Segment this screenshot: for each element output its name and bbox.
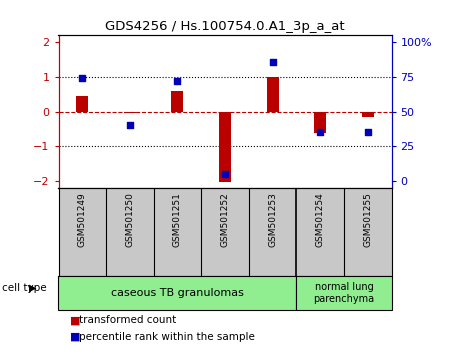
Point: [126, 122, 134, 127]
Bar: [362, 112, 374, 117]
Text: cell type: cell type: [2, 282, 47, 293]
Bar: [266, 77, 279, 112]
Text: ■: ■: [70, 315, 80, 325]
Text: GSM501252: GSM501252: [220, 192, 230, 247]
Text: ■: ■: [70, 332, 80, 342]
Point: [174, 79, 181, 84]
Point: [364, 129, 371, 135]
Text: GSM501253: GSM501253: [268, 192, 277, 247]
Text: normal lung
parenchyma: normal lung parenchyma: [313, 282, 374, 304]
Text: GSM501249: GSM501249: [78, 192, 87, 247]
FancyBboxPatch shape: [58, 276, 297, 310]
Point: [269, 59, 276, 64]
Text: GSM501255: GSM501255: [363, 192, 372, 247]
Text: transformed count: transformed count: [79, 315, 176, 325]
Text: GSM501250: GSM501250: [126, 192, 135, 247]
Text: ▶: ▶: [29, 282, 36, 293]
Bar: [171, 91, 183, 112]
Text: caseous TB granulomas: caseous TB granulomas: [111, 288, 244, 298]
Text: percentile rank within the sample: percentile rank within the sample: [79, 332, 255, 342]
Point: [79, 75, 86, 80]
Text: GSM501254: GSM501254: [315, 192, 324, 247]
Bar: [124, 112, 136, 113]
Point: [316, 129, 324, 135]
Bar: [76, 96, 88, 112]
Bar: [219, 112, 231, 182]
Title: GDS4256 / Hs.100754.0.A1_3p_a_at: GDS4256 / Hs.100754.0.A1_3p_a_at: [105, 20, 345, 33]
FancyBboxPatch shape: [297, 276, 392, 310]
Bar: [314, 112, 326, 133]
Text: GSM501251: GSM501251: [173, 192, 182, 247]
Point: [221, 172, 229, 177]
